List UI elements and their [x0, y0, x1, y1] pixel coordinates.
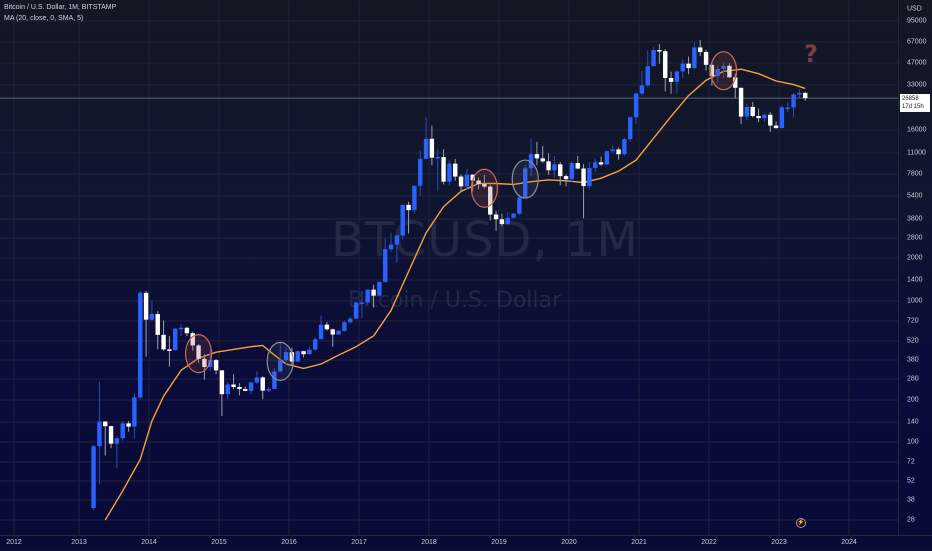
currency-label: USD [907, 5, 922, 13]
price-tick-label: 33000 [907, 81, 927, 89]
time-tick-label: 2023 [771, 539, 787, 546]
time-tick-label: 2019 [491, 539, 507, 546]
legend-indicator[interactable]: MA (20, close, 0, SMA, 5) [4, 15, 84, 22]
time-tick-label: 2015 [211, 539, 227, 546]
price-tick-label: 100 [907, 438, 919, 446]
bar-countdown: 17d 15h [902, 104, 924, 110]
price-tick-label: 2800 [907, 234, 923, 242]
question-mark-annotation[interactable]: ? [804, 40, 818, 68]
price-tick-label: 380 [907, 356, 919, 364]
time-tick-label: 2013 [71, 539, 87, 546]
price-tick-label: 3800 [907, 215, 923, 223]
time-tick-label: 2012 [6, 539, 22, 546]
price-tick-label: 2000 [907, 254, 923, 262]
price-tick-label: 52 [907, 477, 915, 485]
price-tick-label: 5400 [907, 192, 923, 200]
time-tick-label: 2018 [421, 539, 437, 546]
price-tick-label: 67000 [907, 38, 927, 46]
time-tick-label: 2024 [841, 539, 857, 546]
price-tick-label: 200 [907, 396, 919, 404]
grid [0, 0, 898, 535]
flash-icon[interactable]: ⚡ [796, 518, 806, 528]
current-price-tag: 26858 17d 15h [900, 94, 930, 112]
price-tick-label: 1000 [907, 297, 923, 305]
time-axis[interactable]: 2012 2013 2014 2015 2016 2017 2018 2019 2020 2021… [0, 535, 932, 551]
plot-area[interactable]: BTCUSD, 1M Bitcoin / U.S. Dollar Bitcoin… [0, 0, 898, 535]
price-axis[interactable]: USD 95000 67000 47000 33000 16000 11000 7800 54… [898, 0, 932, 535]
price-tick-label: 38 [907, 496, 915, 504]
price-tick-label: 95000 [907, 17, 927, 25]
price-tick-label: 72 [907, 458, 915, 466]
current-price: 26858 [902, 96, 919, 102]
price-tick-label: 47000 [907, 59, 927, 67]
watermark-name: Bitcoin / U.S. Dollar [348, 288, 562, 313]
price-tick-label: 280 [907, 375, 919, 383]
price-tick-label: 16000 [907, 126, 927, 134]
time-tick-label: 2021 [631, 539, 647, 546]
price-tick-label: 720 [907, 317, 919, 325]
time-tick-label: 2017 [351, 539, 367, 546]
price-tick-label: 11000 [907, 149, 926, 157]
time-tick-label: 2022 [701, 539, 717, 546]
legend-symbol[interactable]: Bitcoin / U.S. Dollar, 1M, BITSTAMP [4, 4, 117, 11]
price-tick-label: 1400 [907, 276, 923, 284]
price-tick-label: 28 [907, 516, 915, 524]
price-tick-label: 7800 [907, 170, 923, 178]
time-tick-label: 2014 [141, 539, 157, 546]
candlestick-series [91, 40, 808, 521]
price-tick-label: 520 [907, 337, 919, 345]
time-tick-label: 2020 [561, 539, 577, 546]
price-tick-label: 140 [907, 418, 919, 426]
watermark-symbol: BTCUSD, 1M [331, 212, 639, 268]
time-tick-label: 2016 [281, 539, 297, 546]
